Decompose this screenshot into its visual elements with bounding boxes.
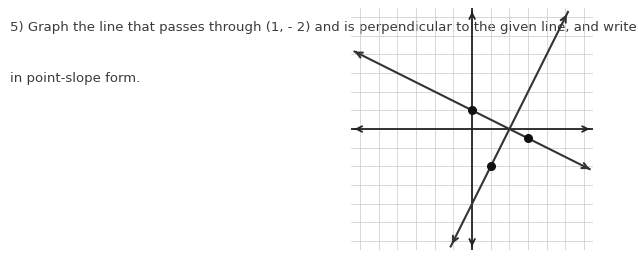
Text: 5) Graph the line that passes through (1, - 2) and is perpendicular to the given: 5) Graph the line that passes through (1… [10,21,638,34]
Text: in point-slope form.: in point-slope form. [10,72,140,85]
